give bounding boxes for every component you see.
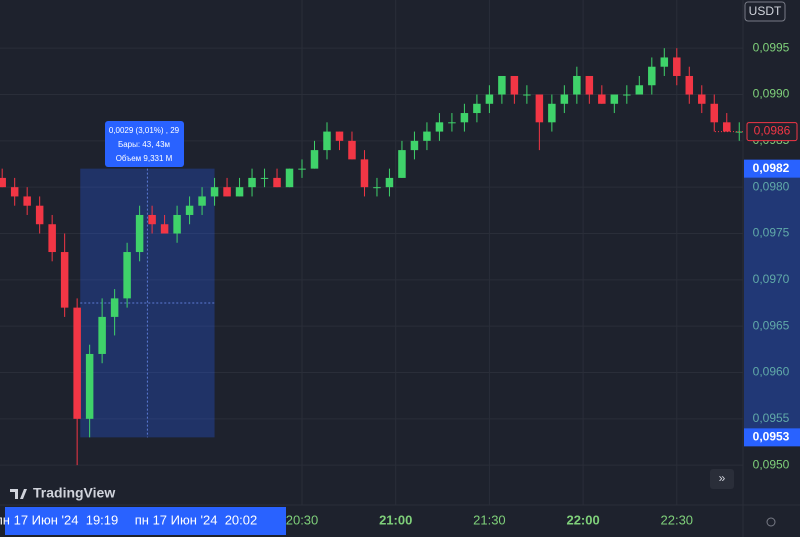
candle-body: [73, 307, 81, 419]
candle-body: [473, 103, 481, 114]
measure-stat: Объем 9,331 M: [116, 154, 173, 163]
candle-body: [598, 94, 606, 104]
candle-body: [123, 252, 131, 299]
y-tick-label: 0,0955: [753, 411, 790, 425]
candle-body: [273, 177, 281, 188]
candle-body: [110, 298, 119, 317]
candle-body: [448, 122, 456, 124]
candle-body: [623, 94, 631, 96]
candle-body: [48, 224, 56, 253]
x-tick-label: 21:00: [379, 512, 412, 527]
candle-body: [260, 177, 269, 179]
time-tag-label: пн 17 Июн '24 20:02: [135, 512, 257, 527]
candle-body: [210, 187, 219, 197]
candle-body: [423, 131, 431, 141]
candle-body: [585, 75, 594, 95]
candle-body: [310, 150, 319, 169]
y-tick-label: 0,0960: [753, 365, 790, 379]
logo: TradingView: [10, 485, 115, 501]
candle-body: [60, 252, 69, 308]
x-tick-label: 20:30: [286, 512, 319, 527]
price-tag-label: 0,0953: [753, 430, 790, 444]
candle-body: [23, 196, 31, 206]
candle-body: [160, 224, 169, 234]
candle-body: [10, 187, 19, 197]
candle-body: [698, 94, 706, 104]
candle-body: [685, 75, 694, 95]
candle-body: [710, 103, 719, 123]
last-price-label: 0,0986: [754, 124, 791, 138]
candle-body: [185, 205, 194, 215]
y-tick-label: 0,0980: [753, 179, 790, 193]
candle-body: [335, 131, 344, 141]
candle-body: [535, 94, 544, 123]
candle-body: [660, 57, 669, 67]
candle-body: [98, 316, 106, 354]
candle-body: [523, 94, 531, 96]
candle-body: [173, 214, 181, 234]
candle-body: [285, 168, 294, 188]
time-tag-label: пн 17 Июн '24 19:19: [0, 512, 118, 527]
candle-body: [0, 177, 6, 188]
candle-body: [135, 214, 144, 253]
price-tag-label: 0,0982: [753, 161, 790, 175]
candle-body: [460, 113, 469, 123]
y-tick-label: 0,0970: [753, 272, 790, 286]
axis-range: [5, 507, 286, 535]
candle-body: [498, 75, 506, 95]
candle-body: [385, 177, 394, 188]
measure-stat: Бары: 43, 43м: [118, 140, 170, 149]
candle-body: [323, 131, 331, 151]
candle-body: [635, 85, 644, 95]
candle-body: [573, 75, 581, 95]
candle-body: [410, 140, 419, 151]
y-tick-label: 0,0975: [753, 226, 790, 240]
logo-icon: [10, 489, 27, 499]
candle-body: [223, 187, 231, 197]
currency-box[interactable]: [744, 1, 786, 22]
candle-body: [360, 159, 369, 188]
candle-body: [398, 150, 406, 178]
y-tick-label: 0,0990: [753, 87, 790, 101]
candle-body: [348, 140, 356, 160]
candle-body: [648, 66, 656, 86]
y-tick-label: 0,0950: [753, 457, 790, 471]
last-price-tag: [746, 122, 798, 142]
x-tick-label: 22:00: [566, 512, 599, 527]
brand: TradingView: [33, 485, 115, 501]
y-tick-label: 0,0965: [753, 318, 790, 332]
candle-body: [435, 122, 444, 132]
candle-body: [485, 94, 494, 104]
candle-body: [373, 187, 381, 189]
candle-body: [248, 177, 256, 188]
x-tick-label: 22:30: [661, 512, 694, 527]
scroll-button[interactable]: [710, 469, 734, 489]
candle-body: [85, 353, 94, 419]
candle-body: [298, 168, 306, 170]
candle-body: [35, 205, 44, 225]
candle-body: [610, 94, 619, 104]
x-tick-label: 21:30: [473, 512, 506, 527]
price-tag: [744, 159, 800, 178]
price-tag: [744, 428, 800, 447]
axis-range: [744, 168, 800, 438]
scroll-icon[interactable]: »: [719, 471, 726, 485]
candle-body: [673, 57, 681, 76]
currency[interactable]: USDT: [749, 4, 782, 18]
settings-button[interactable]: [766, 517, 776, 527]
candle-body: [148, 214, 156, 225]
y-tick-label: 0,0995: [753, 40, 790, 54]
candle-body: [548, 103, 556, 123]
candle-body: [723, 122, 731, 132]
candle-body: [510, 75, 519, 95]
candle-body: [198, 196, 206, 206]
candle-body: [235, 187, 244, 197]
measure-stat: 0,0029 (3,01%) , 29: [109, 126, 180, 135]
measure-tooltip: [105, 121, 184, 167]
candle-body: [560, 94, 569, 104]
